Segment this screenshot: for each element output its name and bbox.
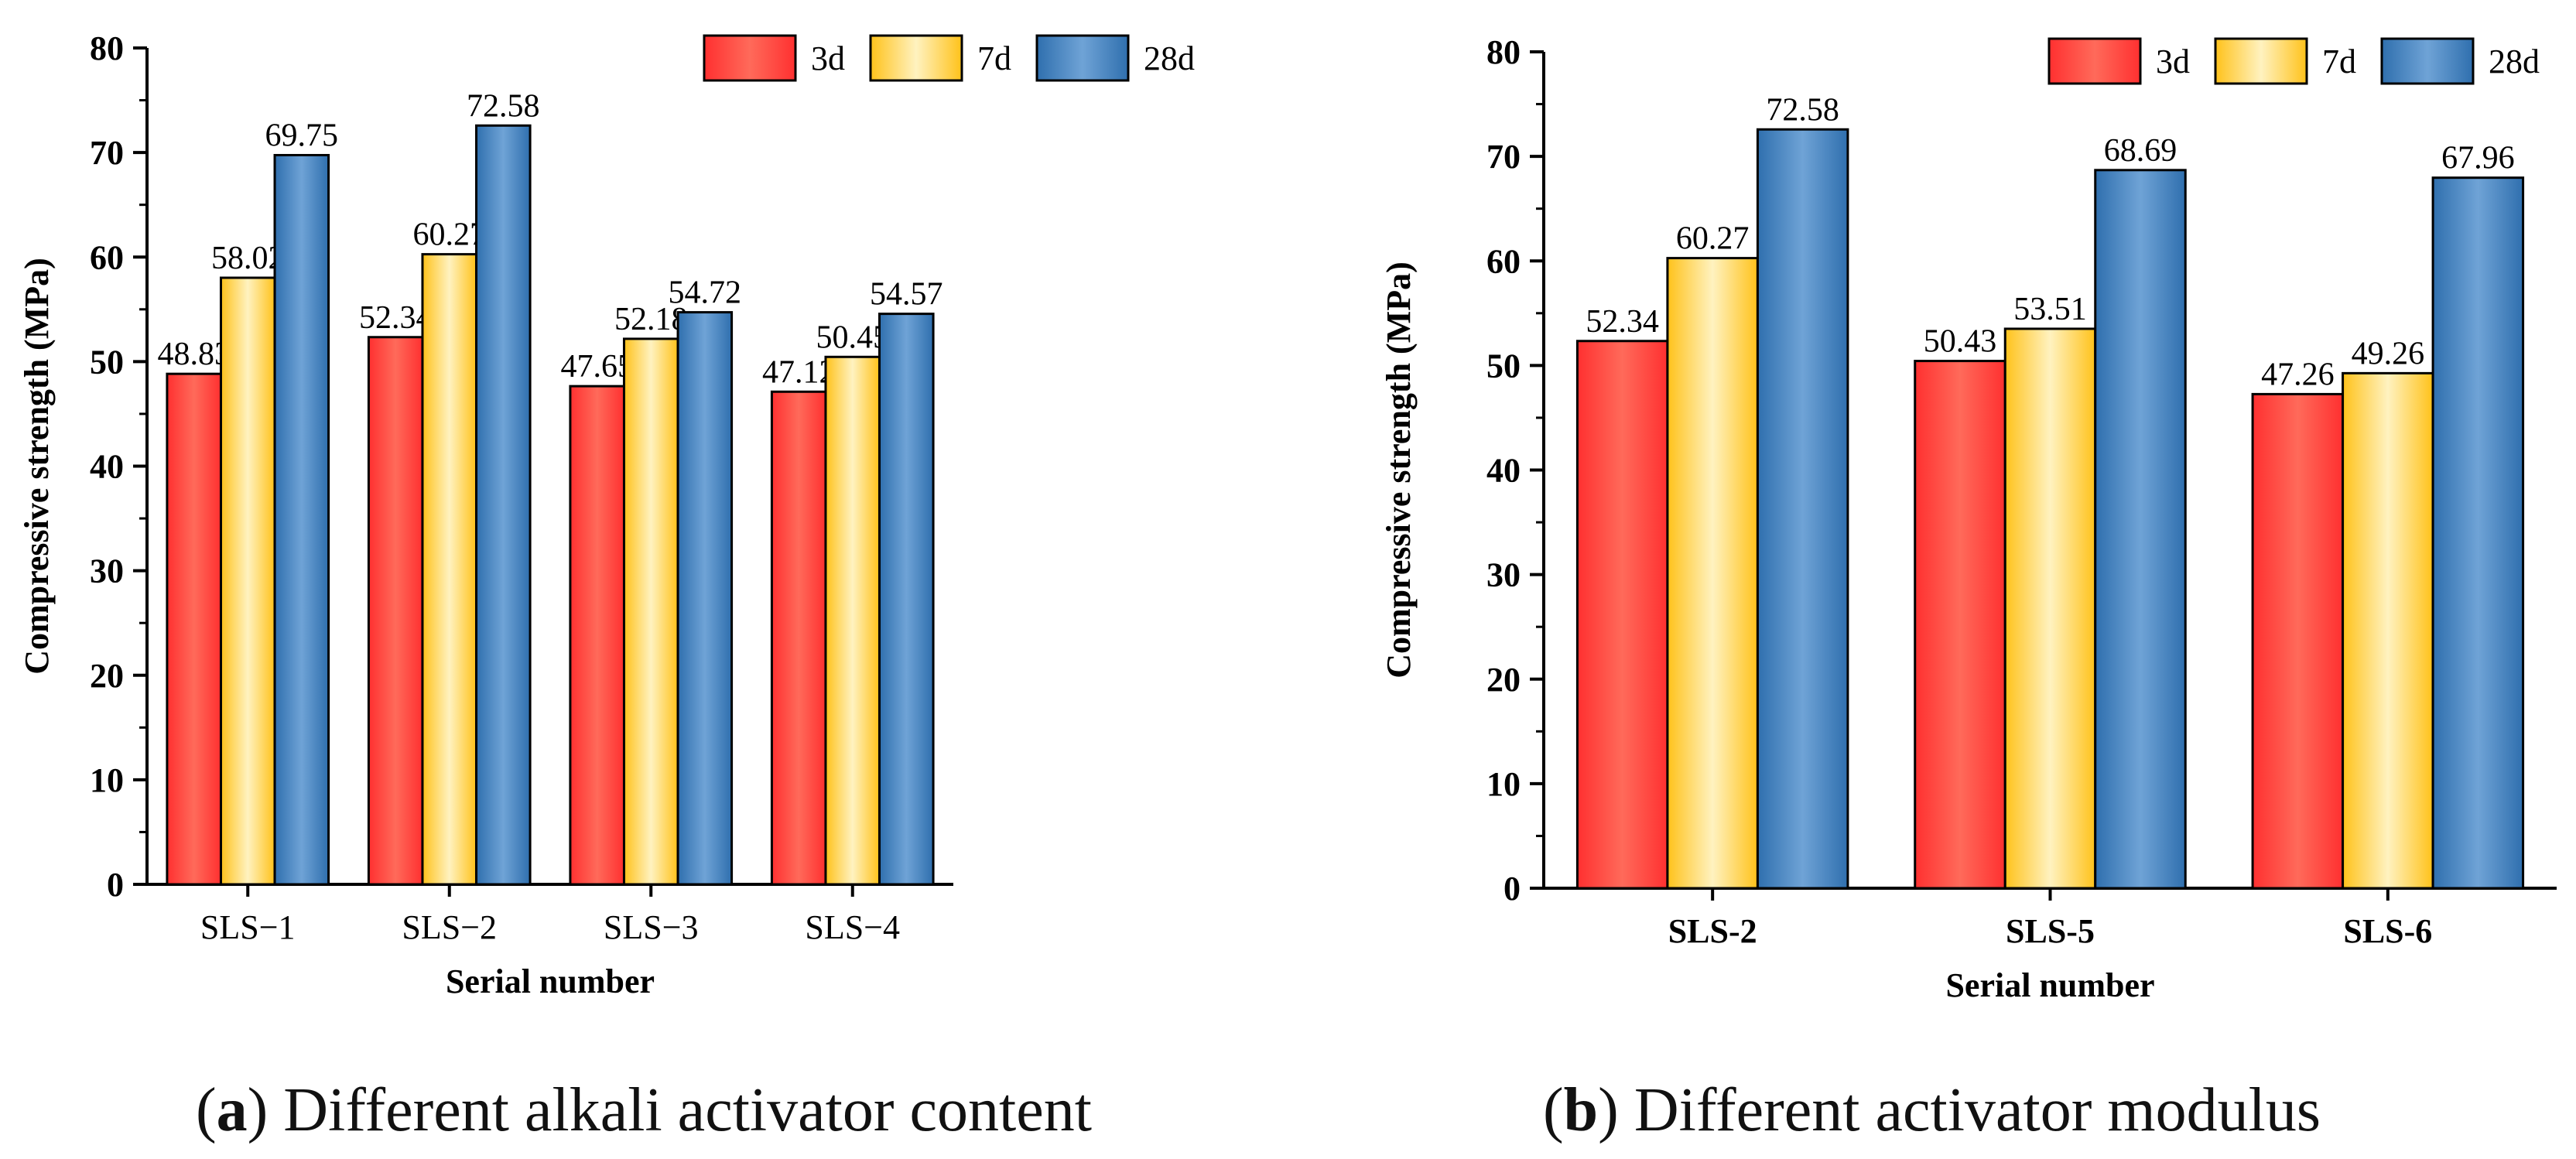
bar-3d-SLS-6 (2251, 392, 2345, 890)
caption-a: (a) Different alkali activator content (195, 1076, 1092, 1144)
legend-swatch-3d (703, 34, 797, 82)
legend-label-7d: 7d (2322, 43, 2356, 80)
data-label: 47.65 (560, 349, 634, 385)
bar-3d-SLS−4 (770, 390, 827, 886)
y-tick-label: 20 (1486, 661, 1521, 699)
data-label: 52.34 (359, 300, 433, 336)
legend-label-28d: 28d (2489, 43, 2540, 80)
data-label: 48.83 (157, 337, 231, 372)
data-label: 60.27 (413, 217, 487, 253)
bar-3d-SLS−2 (367, 336, 424, 886)
x-tick-label: SLS−1 (200, 908, 296, 946)
data-label: 72.58 (1766, 92, 1839, 128)
bar-28d-SLS-2 (1756, 128, 1849, 890)
legend-label-3d: 3d (2156, 43, 2190, 80)
caption-a-letter: a (216, 1076, 248, 1144)
x-tick-label: SLS-6 (2343, 912, 2432, 950)
y-tick-label: 80 (1486, 33, 1521, 71)
y-tick-label: 40 (1486, 452, 1521, 490)
y-tick-label: 30 (1486, 556, 1521, 594)
bar-28d-SLS−2 (475, 124, 532, 886)
bar-3d-SLS-5 (1914, 360, 2006, 890)
legend-label-28d: 28d (1144, 39, 1195, 77)
data-label: 54.72 (669, 275, 742, 311)
data-label: 60.27 (1676, 221, 1750, 257)
x-axis-label: Serial number (1945, 966, 2154, 1004)
y-tick-label: 30 (90, 552, 124, 590)
caption-b-letter: b (1563, 1076, 1599, 1144)
x-tick-label: SLS-5 (2006, 912, 2095, 950)
y-tick-label: 0 (107, 866, 124, 904)
data-label: 47.26 (2261, 357, 2335, 392)
x-tick-label: SLS−3 (604, 908, 699, 946)
data-label: 58.02 (211, 241, 285, 276)
legend-swatch-28d (2380, 37, 2475, 85)
y-tick-label: 70 (90, 134, 124, 172)
x-tick-label: SLS-2 (1668, 912, 1757, 950)
y-tick-label: 60 (1486, 242, 1521, 280)
data-label: 72.58 (467, 88, 540, 124)
data-label: 67.96 (2441, 141, 2515, 176)
x-axis-label: Serial number (446, 962, 655, 1000)
y-tick-label: 10 (1486, 765, 1521, 803)
bar-7d-SLS−1 (219, 276, 276, 886)
chart-panel-b: 0 10 20 30 40 50 60 70 80 Compressive strength (M… (1380, 33, 2557, 1004)
data-label: 47.12 (762, 354, 836, 390)
y-tick-label: 80 (90, 29, 124, 67)
y-tick-label: 10 (90, 761, 124, 799)
y-tick-label: 70 (1486, 138, 1521, 176)
bar-3d-SLS−1 (166, 372, 222, 886)
y-axis-label: Compressive strength (MPa) (18, 258, 56, 675)
legend-label-3d: 3d (811, 39, 845, 77)
caption-b-text: Different activator modulus (1634, 1076, 2321, 1144)
bar-7d-SLS−4 (824, 355, 881, 886)
bar-7d-SLS-2 (1666, 257, 1759, 890)
y-tick-label: 50 (90, 343, 124, 381)
x-tick-label: SLS−4 (805, 908, 900, 946)
data-label: 68.69 (2104, 133, 2177, 169)
legend-swatch-28d (1035, 34, 1130, 82)
data-label: 54.57 (870, 277, 943, 313)
bar-7d-SLS-6 (2342, 371, 2434, 890)
bar-28d-SLS−4 (878, 313, 935, 886)
y-axis-label: Compressive strength (MPa) (1380, 262, 1418, 679)
y-tick-label: 20 (90, 657, 124, 695)
legend-label-7d: 7d (977, 39, 1011, 77)
data-label: 69.75 (265, 118, 339, 154)
data-label: 50.45 (816, 320, 890, 355)
legend-swatch-7d (2214, 37, 2308, 85)
caption-b: (b) Different activator modulus (1543, 1076, 2321, 1144)
bar-28d-SLS-5 (2094, 169, 2187, 890)
legend-swatch-7d (869, 34, 963, 82)
bar-28d-SLS-6 (2431, 176, 2525, 890)
x-tick-label: SLS−2 (402, 908, 497, 946)
bar-3d-SLS−3 (569, 385, 625, 886)
y-tick-label: 60 (90, 238, 124, 276)
data-label: 53.51 (2013, 292, 2087, 327)
data-label: 50.43 (1924, 324, 1997, 360)
y-tick-label: 40 (90, 448, 124, 486)
caption-a-text: Different alkali activator content (283, 1076, 1092, 1144)
bar-7d-SLS-5 (2003, 327, 2097, 890)
data-label: 49.26 (2352, 336, 2425, 371)
bar-7d-SLS−2 (421, 253, 478, 886)
bar-28d-SLS−1 (273, 154, 330, 886)
data-label: 52.34 (1586, 304, 1659, 340)
legend-swatch-3d (2047, 37, 2142, 85)
bar-7d-SLS−3 (622, 337, 679, 886)
y-tick-label: 50 (1486, 347, 1521, 385)
y-tick-label: 0 (1504, 870, 1521, 908)
chart-panel-a: 0 10 20 30 40 50 60 70 80 Compressive strength (M… (18, 29, 1195, 1000)
data-label: 52.18 (614, 302, 688, 337)
bar-3d-SLS-2 (1575, 340, 1669, 890)
bar-28d-SLS−3 (676, 311, 734, 886)
